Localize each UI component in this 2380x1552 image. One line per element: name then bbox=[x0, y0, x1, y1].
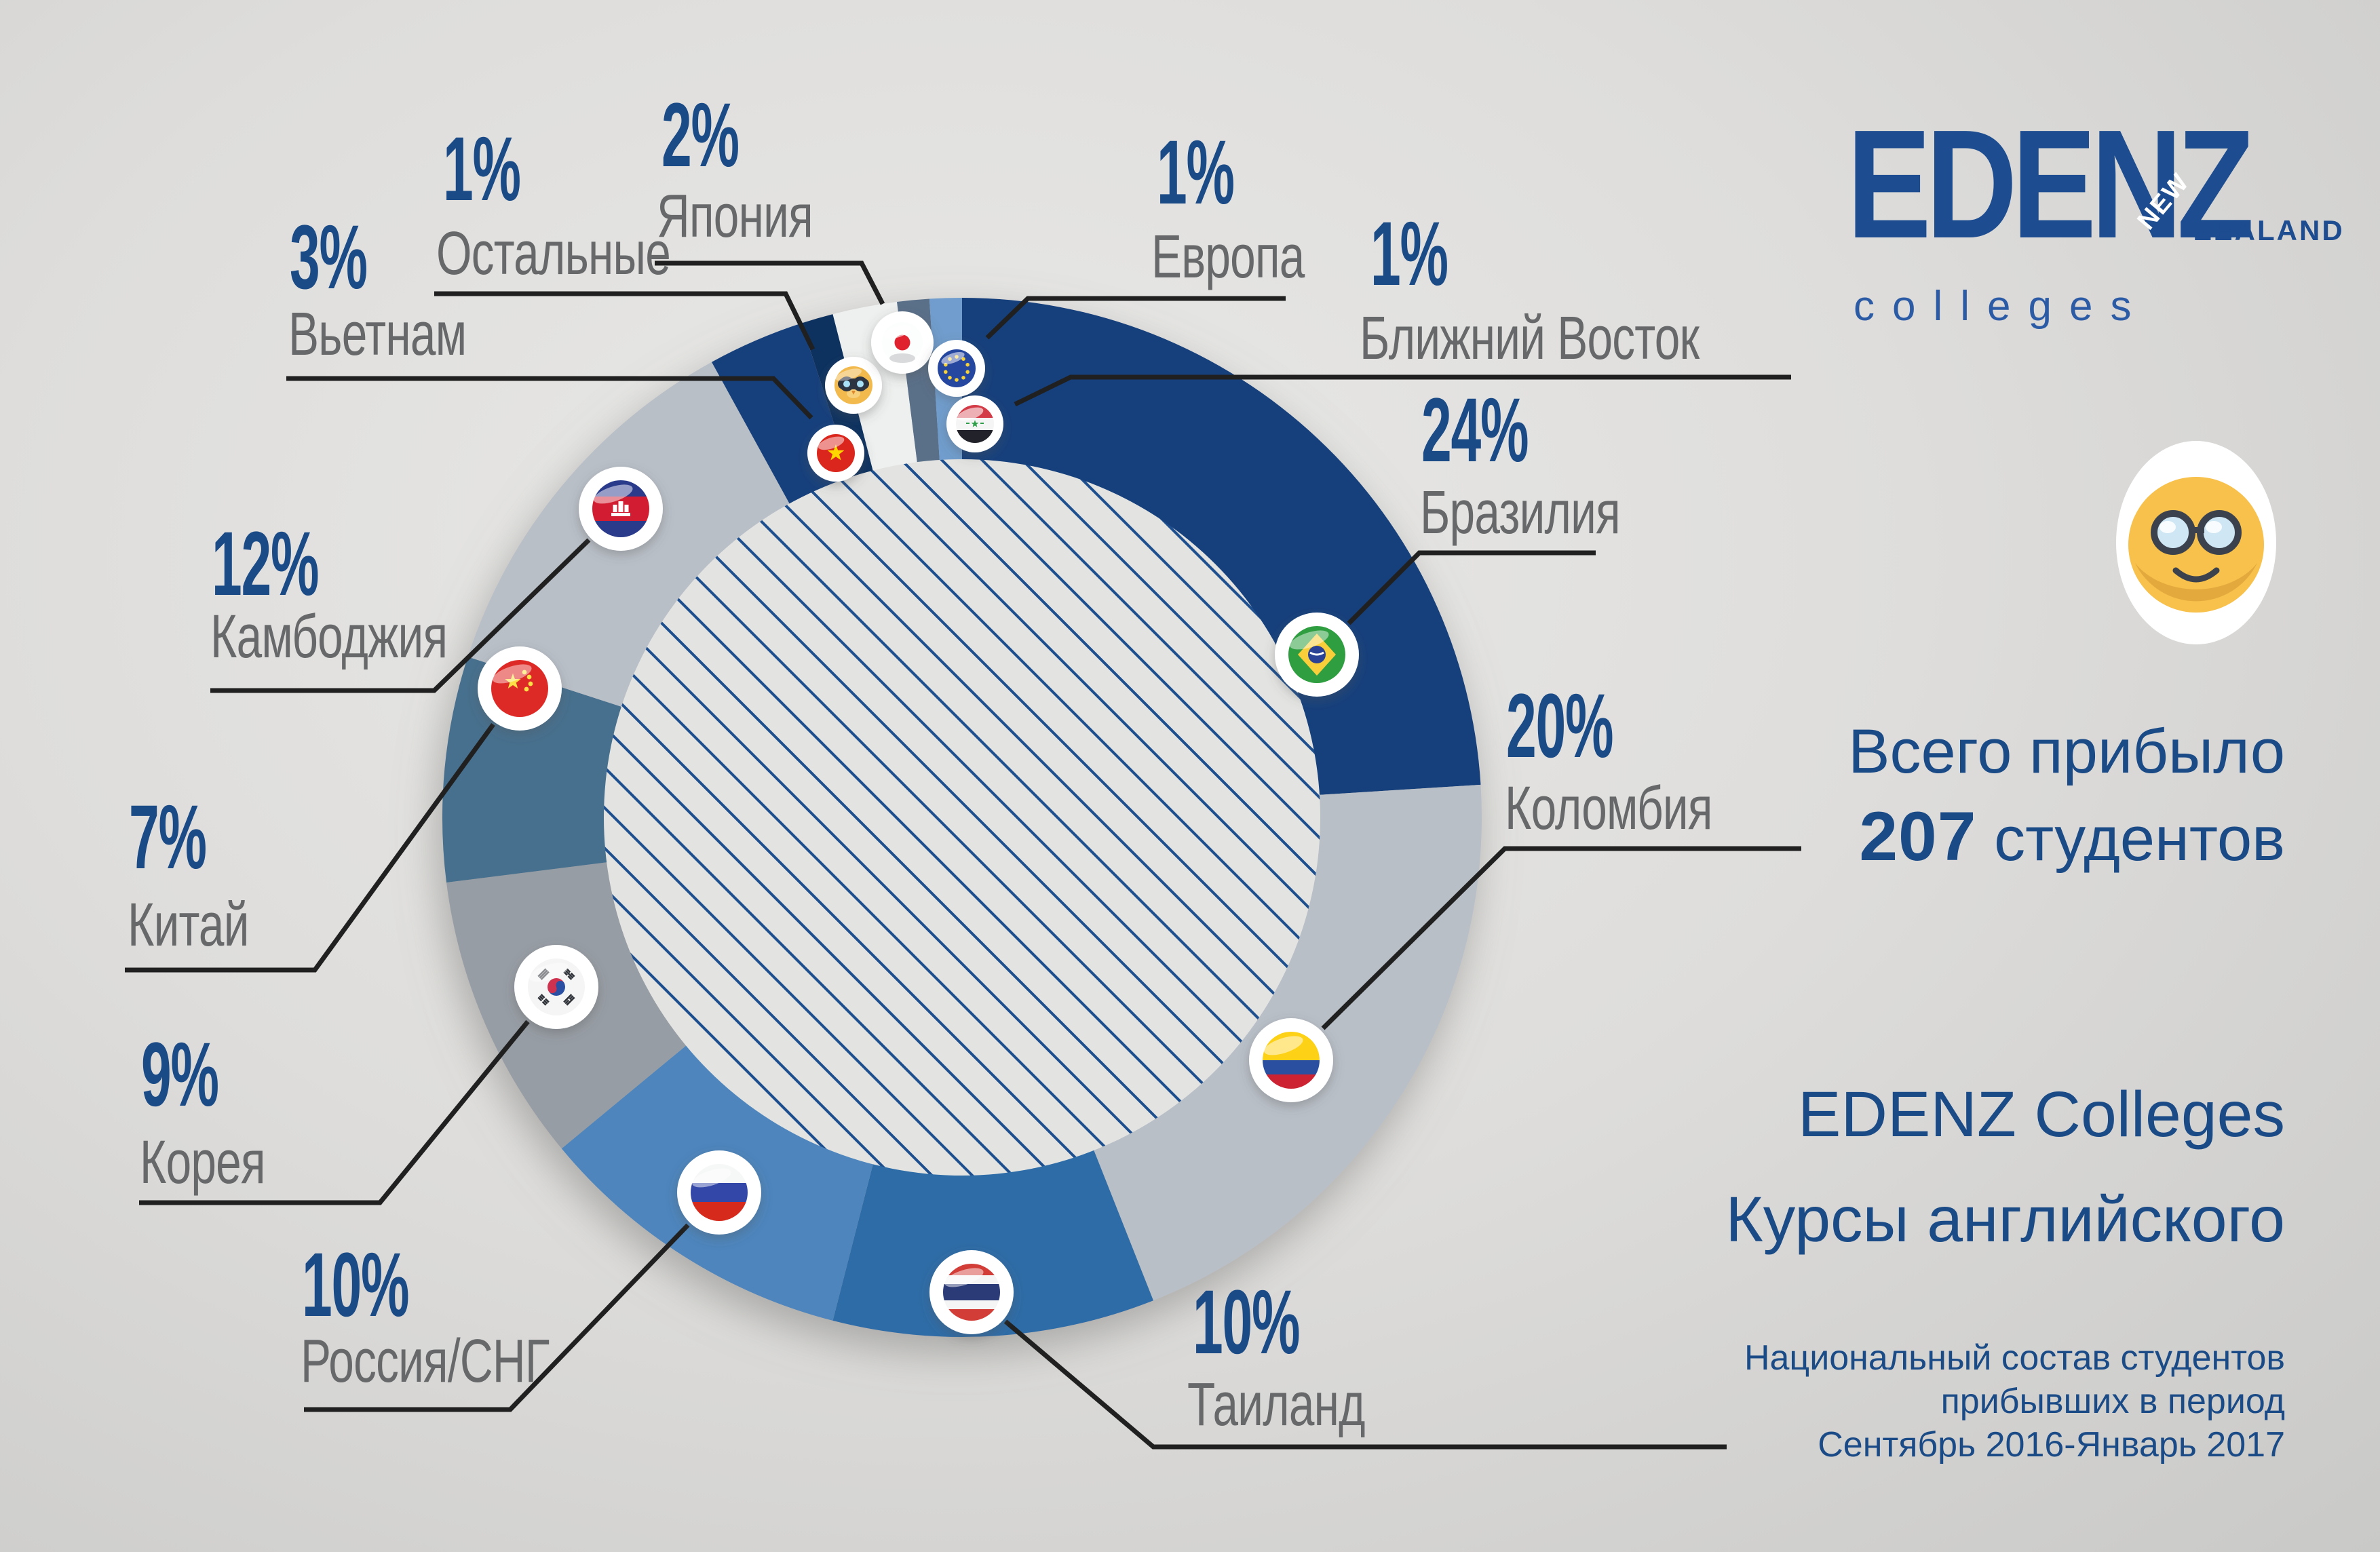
vietnam-name: Вьетнам bbox=[288, 300, 467, 368]
label-others-name: Остальные bbox=[436, 223, 748, 284]
china-flag-icon bbox=[478, 646, 562, 731]
china-percent: 7% bbox=[129, 787, 207, 888]
summary-total: 207 bbox=[1859, 798, 1977, 875]
south-korea-flag-icon bbox=[514, 945, 598, 1029]
label-middle-east-pct: 1% bbox=[1370, 209, 1499, 300]
callout-brazil bbox=[1347, 550, 1596, 625]
summary-block: Всего прибыло 207 студентов bbox=[1848, 720, 2285, 871]
brazil-name: Бразилия bbox=[1420, 479, 1621, 547]
flag-badges bbox=[478, 311, 1359, 1334]
label-brazil-name: Бразилия bbox=[1420, 482, 1687, 543]
label-vietnam-name: Вьетнам bbox=[288, 304, 526, 365]
others-face-icon bbox=[825, 357, 882, 414]
cambodia-name: Камбоджия bbox=[210, 603, 448, 671]
label-japan-pct: 2% bbox=[661, 90, 790, 181]
japan-percent: 2% bbox=[661, 85, 740, 186]
label-middle-east-name: Ближний Восток bbox=[1360, 308, 1812, 369]
label-japan-name: Япония bbox=[657, 186, 865, 247]
middle-east-flag-icon bbox=[946, 395, 1003, 452]
edenz-logo-zealand: ZEALAND bbox=[2194, 214, 2345, 246]
cambodia-flag-icon bbox=[579, 467, 663, 551]
footer-title1: EDENZ Colleges bbox=[1797, 1079, 2285, 1150]
middle-east-percent: 1% bbox=[1370, 203, 1448, 305]
thailand-percent: 10% bbox=[1193, 1272, 1301, 1373]
callout-japan bbox=[655, 260, 885, 305]
eu-flag-icon bbox=[928, 340, 985, 397]
label-russia-pct: 10% bbox=[302, 1240, 480, 1331]
label-thailand-name: Таиланд bbox=[1187, 1374, 1424, 1435]
colombia-flag-icon bbox=[1249, 1018, 1333, 1102]
summary-line1: Всего прибыло bbox=[1848, 717, 2285, 786]
callout-cambodia bbox=[210, 538, 591, 693]
europe-name: Европа bbox=[1151, 223, 1305, 291]
colombia-name: Коломбия bbox=[1505, 775, 1712, 842]
label-china-name: Китай bbox=[128, 895, 289, 956]
label-brazil-pct: 24% bbox=[1421, 385, 1599, 476]
brazil-percent: 24% bbox=[1421, 380, 1529, 481]
japan-flag-icon bbox=[871, 311, 934, 374]
china-name: Китай bbox=[128, 891, 249, 959]
cambodia-percent: 12% bbox=[212, 513, 320, 615]
label-korea-name: Корея bbox=[140, 1132, 307, 1193]
label-cambodia-pct: 12% bbox=[212, 519, 389, 610]
others-name: Остальные bbox=[436, 220, 671, 288]
summary-line2: 207 студентов bbox=[1848, 802, 2285, 871]
label-korea-pct: 9% bbox=[141, 1030, 270, 1121]
callout-others bbox=[434, 291, 815, 351]
thailand-flag-icon bbox=[929, 1250, 1014, 1334]
others-percent: 1% bbox=[443, 119, 521, 220]
japan-name: Япония bbox=[657, 182, 813, 250]
russia-percent: 10% bbox=[302, 1235, 410, 1336]
callout-thailand bbox=[1003, 1319, 1727, 1450]
callout-lines bbox=[125, 260, 1801, 1450]
brazil-flag-icon bbox=[1275, 613, 1359, 697]
callout-vietnam bbox=[286, 376, 813, 420]
callout-russia bbox=[304, 1223, 690, 1412]
callout-korea bbox=[139, 1020, 530, 1205]
footer-sub1: Национальный состав студентов bbox=[1744, 1338, 2285, 1378]
edenz-logo-colleges: colleges bbox=[1854, 283, 2149, 330]
russia-flag-icon bbox=[677, 1150, 761, 1235]
label-cambodia-name: Камбоджия bbox=[210, 606, 526, 667]
donut-center-hatch bbox=[604, 459, 1320, 1176]
label-europe-pct: 1% bbox=[1157, 128, 1286, 218]
edenz-logo-text: EDENZ bbox=[1847, 98, 2254, 271]
korea-name: Корея bbox=[140, 1129, 265, 1197]
footer-sub2: прибывших в период bbox=[1940, 1382, 2285, 1421]
label-others-pct: 1% bbox=[443, 124, 572, 215]
callout-middle-east bbox=[1014, 374, 1791, 407]
footer-block: EDENZ Colleges Курсы английского Национа… bbox=[1725, 1079, 2285, 1464]
edenz-logo: EDENZ NEW ZEALAND colleges bbox=[1847, 98, 2343, 338]
vietnam-flag-icon bbox=[807, 425, 864, 482]
korea-percent: 9% bbox=[141, 1024, 219, 1125]
callout-europe bbox=[985, 296, 1286, 340]
footer-sub3: Сентябрь 2016-Январь 2017 bbox=[1818, 1425, 2285, 1464]
label-vietnam-pct: 3% bbox=[290, 212, 419, 303]
label-colombia-name: Коломбия bbox=[1505, 778, 1782, 839]
russia-name: Россия/СНГ bbox=[301, 1327, 550, 1395]
callout-china bbox=[125, 722, 495, 973]
footer-title2: Курсы английского bbox=[1725, 1184, 2285, 1256]
vietnam-percent: 3% bbox=[290, 207, 368, 308]
label-colombia-pct: 20% bbox=[1506, 681, 1684, 772]
europe-percent: 1% bbox=[1157, 122, 1235, 223]
callout-colombia bbox=[1321, 846, 1801, 1030]
thailand-name: Таиланд bbox=[1187, 1371, 1366, 1439]
slice-thailand bbox=[832, 1150, 1153, 1337]
label-thailand-pct: 10% bbox=[1193, 1277, 1370, 1368]
label-russia-name: Россия/СНГ bbox=[301, 1331, 632, 1392]
label-europe-name: Европа bbox=[1151, 227, 1356, 288]
summary-students: студентов bbox=[1994, 804, 2285, 874]
label-china-pct: 7% bbox=[129, 792, 258, 883]
middle-east-name: Ближний Восток bbox=[1360, 305, 1700, 372]
colombia-percent: 20% bbox=[1506, 676, 1614, 777]
student-face-icon bbox=[2116, 441, 2276, 644]
